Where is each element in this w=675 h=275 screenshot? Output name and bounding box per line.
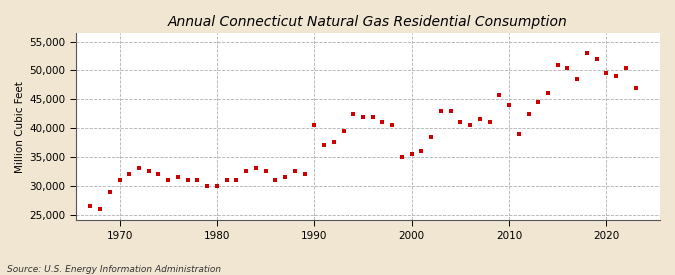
Point (562, 65, 573, 70)
Point (494, 92, 505, 97)
Point (358, 114, 369, 119)
Point (153, 172, 164, 176)
Point (85, 204, 96, 208)
Point (105, 189, 115, 194)
Point (173, 175, 184, 179)
Point (552, 62, 563, 67)
Point (611, 74, 622, 78)
Point (620, 65, 631, 70)
Point (270, 178, 281, 182)
Point (396, 155, 407, 159)
Point (309, 123, 320, 127)
Point (192, 178, 202, 182)
Point (514, 132, 524, 136)
Point (406, 152, 417, 156)
Point (367, 114, 378, 119)
Point (260, 169, 271, 174)
Point (279, 175, 290, 179)
Point (328, 140, 339, 145)
Point (582, 51, 593, 55)
Point (523, 111, 534, 116)
Point (591, 57, 602, 61)
Point (250, 166, 261, 171)
Text: Source: U.S. Energy Information Administration: Source: U.S. Energy Information Administ… (7, 265, 221, 274)
Point (455, 120, 466, 125)
Point (134, 166, 144, 171)
Point (319, 143, 329, 148)
Point (114, 178, 125, 182)
Point (95, 207, 105, 211)
Point (377, 120, 388, 125)
Point (202, 183, 213, 188)
Point (241, 169, 252, 174)
Point (338, 129, 349, 133)
Point (299, 172, 310, 176)
Point (163, 178, 173, 182)
Point (435, 109, 446, 113)
Point (143, 169, 154, 174)
Point (464, 123, 475, 127)
Point (543, 91, 554, 96)
Point (124, 172, 135, 176)
Point (533, 100, 543, 104)
Point (211, 183, 222, 188)
Point (348, 111, 358, 116)
Point (182, 178, 193, 182)
Point (572, 77, 583, 81)
Point (504, 103, 514, 107)
Point (484, 120, 495, 125)
Point (387, 123, 398, 127)
Point (475, 117, 485, 122)
Point (446, 109, 456, 113)
Point (416, 149, 427, 153)
Title: Annual Connecticut Natural Gas Residential Consumption: Annual Connecticut Natural Gas Residenti… (168, 15, 568, 29)
Y-axis label: Million Cubic Feet: Million Cubic Feet (15, 81, 25, 173)
Point (290, 169, 300, 174)
Point (630, 86, 641, 90)
Point (231, 178, 242, 182)
Point (221, 178, 232, 182)
Point (426, 134, 437, 139)
Point (601, 71, 612, 76)
